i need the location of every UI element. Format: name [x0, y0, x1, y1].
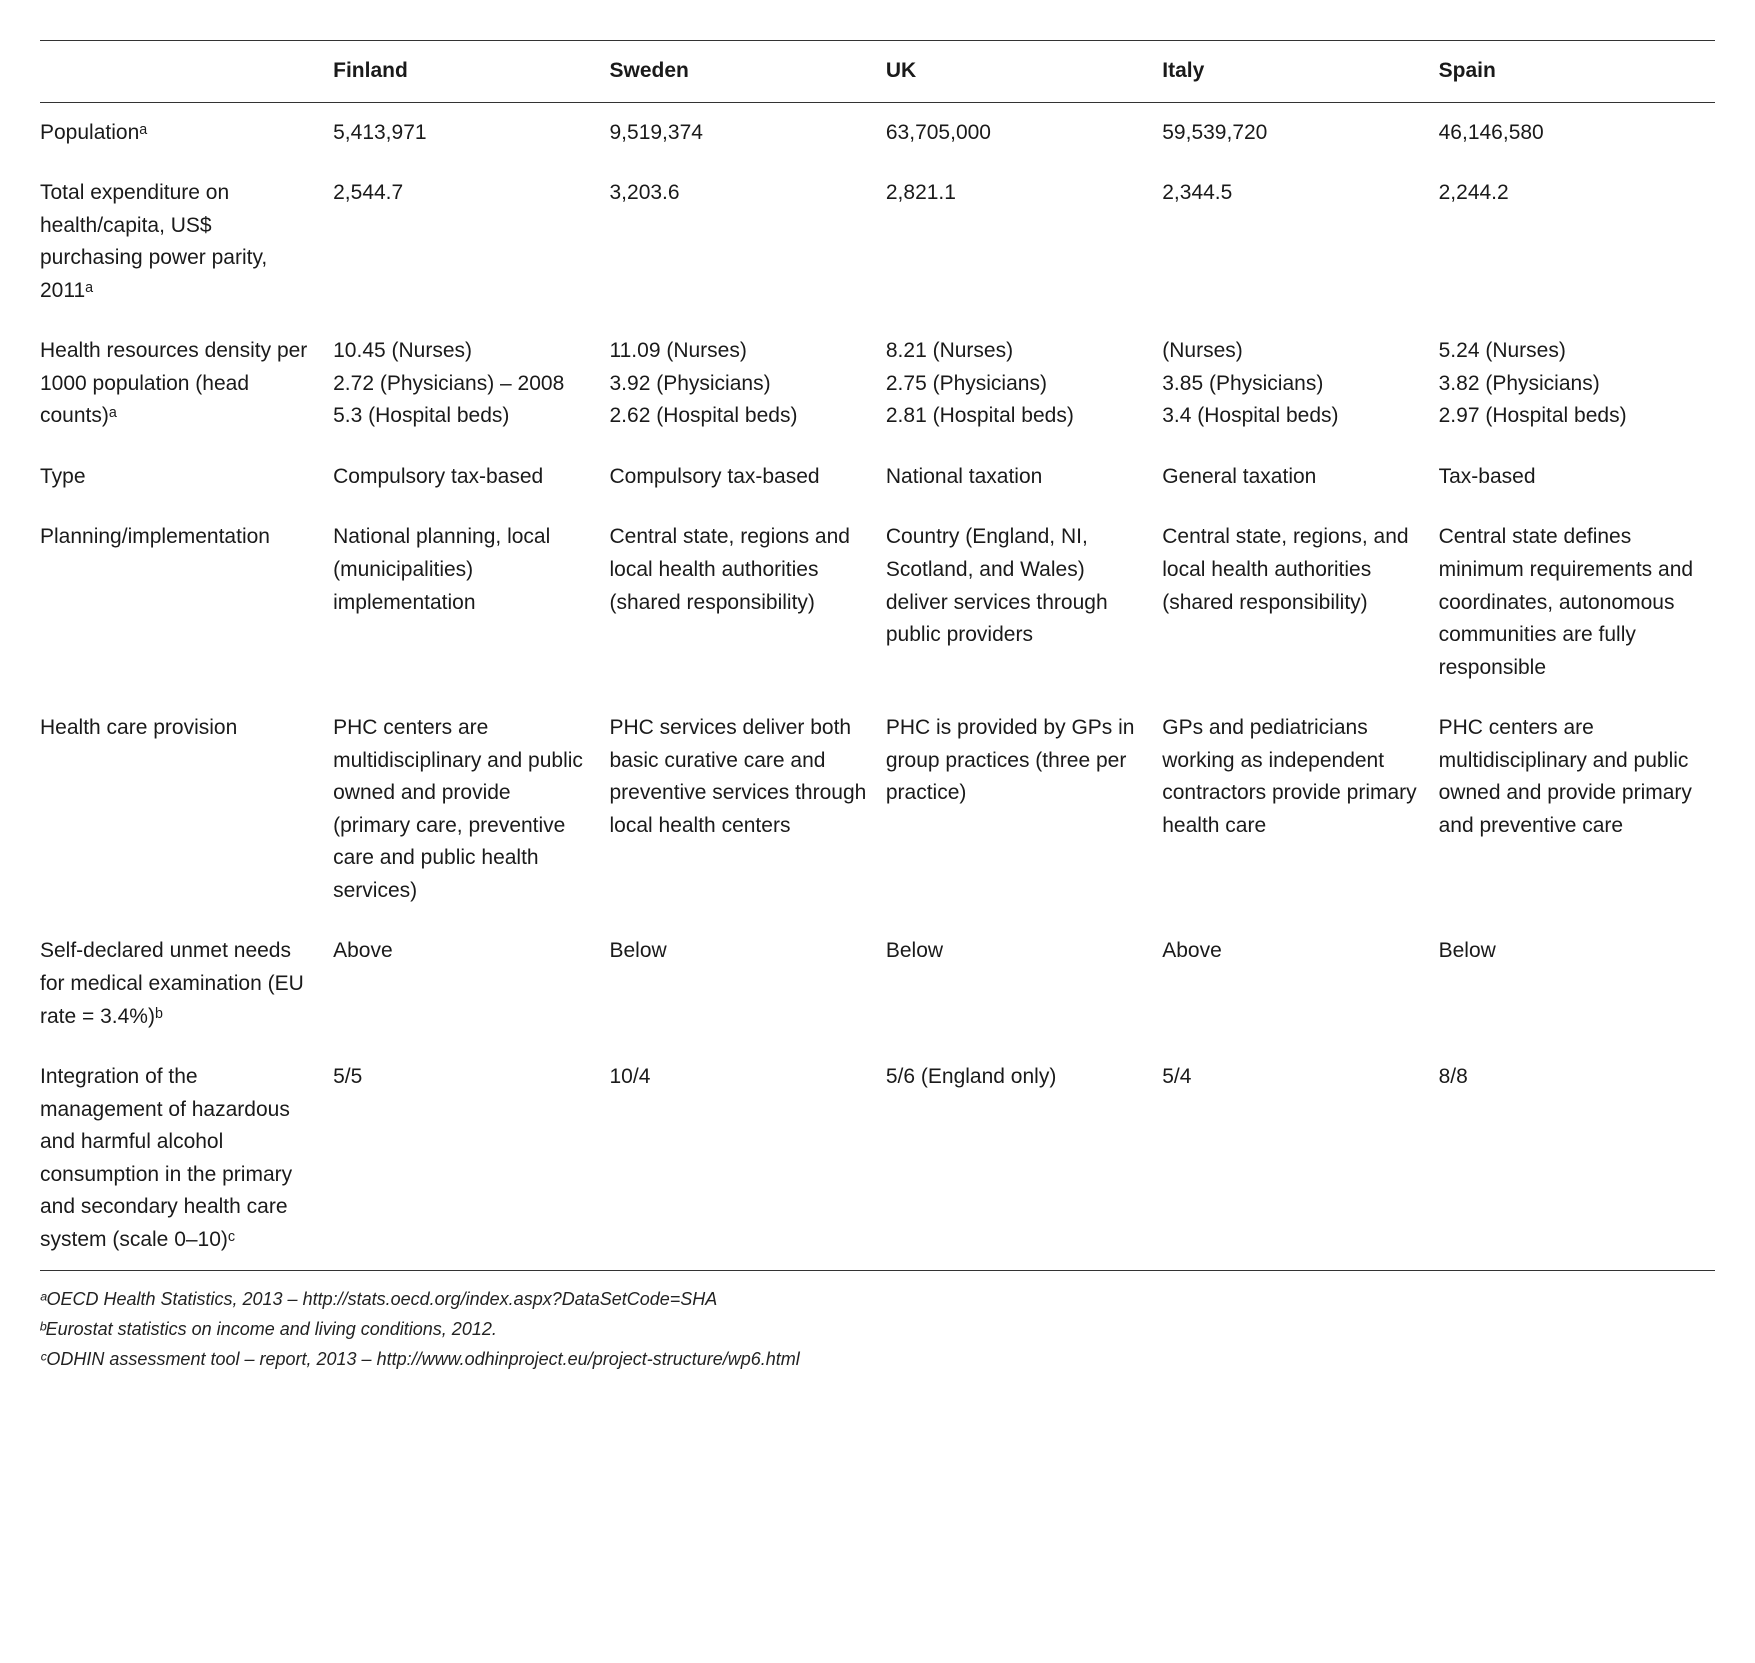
cell: National planning, local (municipalities…: [333, 507, 609, 698]
footnote: ᶜODHIN assessment tool – report, 2013 – …: [40, 1345, 1715, 1375]
cell: 9,519,374: [610, 102, 886, 163]
cell: PHC is provided by GPs in group practice…: [886, 698, 1162, 921]
row-label: Total expenditure on health/capita, US$ …: [40, 163, 333, 321]
footnotes: ᵃOECD Health Statistics, 2013 – http://s…: [40, 1285, 1715, 1374]
cell: PHC services deliver both basic curative…: [610, 698, 886, 921]
cell: National taxation: [886, 447, 1162, 508]
table-row: Integration of the management of hazardo…: [40, 1047, 1715, 1271]
cell: PHC centers are multidisciplinary and pu…: [333, 698, 609, 921]
table-row: Planning/implementationNational planning…: [40, 507, 1715, 698]
table-row: Self-declared unmet needs for medical ex…: [40, 921, 1715, 1047]
cell: 2,344.5: [1162, 163, 1438, 321]
header-col: Finland: [333, 41, 609, 103]
footnote: ᵇEurostat statistics on income and livin…: [40, 1315, 1715, 1345]
header-blank: [40, 41, 333, 103]
cell: PHC centers are multidisciplinary and pu…: [1439, 698, 1715, 921]
cell: Below: [610, 921, 886, 1047]
table-body: Populationᵃ5,413,9719,519,37463,705,0005…: [40, 102, 1715, 1271]
cell: 46,146,580: [1439, 102, 1715, 163]
cell: 11.09 (Nurses)3.92 (Physicians)2.62 (Hos…: [610, 321, 886, 447]
row-label: Health care provision: [40, 698, 333, 921]
cell: 2,544.7: [333, 163, 609, 321]
table-row: Total expenditure on health/capita, US$ …: [40, 163, 1715, 321]
cell: GPs and pediatricians working as indepen…: [1162, 698, 1438, 921]
table-header: Finland Sweden UK Italy Spain: [40, 41, 1715, 103]
header-col: Sweden: [610, 41, 886, 103]
cell: Central state, regions, and local health…: [1162, 507, 1438, 698]
header-col: UK: [886, 41, 1162, 103]
cell: Central state, regions and local health …: [610, 507, 886, 698]
cell: 8/8: [1439, 1047, 1715, 1271]
cell: 10/4: [610, 1047, 886, 1271]
row-label: Type: [40, 447, 333, 508]
cell: 63,705,000: [886, 102, 1162, 163]
cell: 5/4: [1162, 1047, 1438, 1271]
cell: 2,821.1: [886, 163, 1162, 321]
table-row: Populationᵃ5,413,9719,519,37463,705,0005…: [40, 102, 1715, 163]
cell: 5/6 (England only): [886, 1047, 1162, 1271]
row-label: Populationᵃ: [40, 102, 333, 163]
cell: Below: [1439, 921, 1715, 1047]
cell: Compulsory tax-based: [333, 447, 609, 508]
cell: 10.45 (Nurses)2.72 (Physicians) – 20085.…: [333, 321, 609, 447]
cell: 5.24 (Nurses)3.82 (Physicians)2.97 (Hosp…: [1439, 321, 1715, 447]
cell: 2,244.2: [1439, 163, 1715, 321]
cell: 8.21 (Nurses)2.75 (Physicians)2.81 (Hosp…: [886, 321, 1162, 447]
row-label: Integration of the management of hazardo…: [40, 1047, 333, 1271]
cell: Central state defines minimum requiremen…: [1439, 507, 1715, 698]
cell: Below: [886, 921, 1162, 1047]
header-col: Spain: [1439, 41, 1715, 103]
cell: 59,539,720: [1162, 102, 1438, 163]
row-label: Health resources density per 1000 popula…: [40, 321, 333, 447]
comparison-table: Finland Sweden UK Italy Spain Population…: [40, 40, 1715, 1271]
cell: 3,203.6: [610, 163, 886, 321]
cell: Above: [333, 921, 609, 1047]
cell: (Nurses)3.85 (Physicians)3.4 (Hospital b…: [1162, 321, 1438, 447]
row-label: Planning/implementation: [40, 507, 333, 698]
row-label: Self-declared unmet needs for medical ex…: [40, 921, 333, 1047]
cell: 5,413,971: [333, 102, 609, 163]
table-row: Health resources density per 1000 popula…: [40, 321, 1715, 447]
cell: Country (England, NI, Scotland, and Wale…: [886, 507, 1162, 698]
header-col: Italy: [1162, 41, 1438, 103]
cell: General taxation: [1162, 447, 1438, 508]
cell: Compulsory tax-based: [610, 447, 886, 508]
table-row: TypeCompulsory tax-basedCompulsory tax-b…: [40, 447, 1715, 508]
cell: Tax-based: [1439, 447, 1715, 508]
table-row: Health care provisionPHC centers are mul…: [40, 698, 1715, 921]
cell: Above: [1162, 921, 1438, 1047]
cell: 5/5: [333, 1047, 609, 1271]
footnote: ᵃOECD Health Statistics, 2013 – http://s…: [40, 1285, 1715, 1315]
